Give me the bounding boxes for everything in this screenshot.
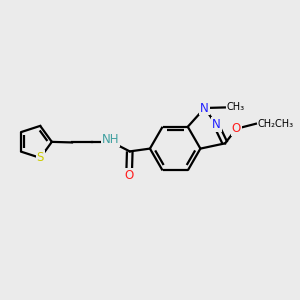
Text: O: O [232,122,241,135]
Text: O: O [124,169,134,182]
Text: CH₃: CH₃ [226,102,244,112]
Text: CH₂CH₃: CH₂CH₃ [257,119,293,129]
Text: NH: NH [102,133,119,146]
Text: N: N [200,101,209,115]
Text: S: S [37,152,44,164]
Text: N: N [212,118,220,131]
